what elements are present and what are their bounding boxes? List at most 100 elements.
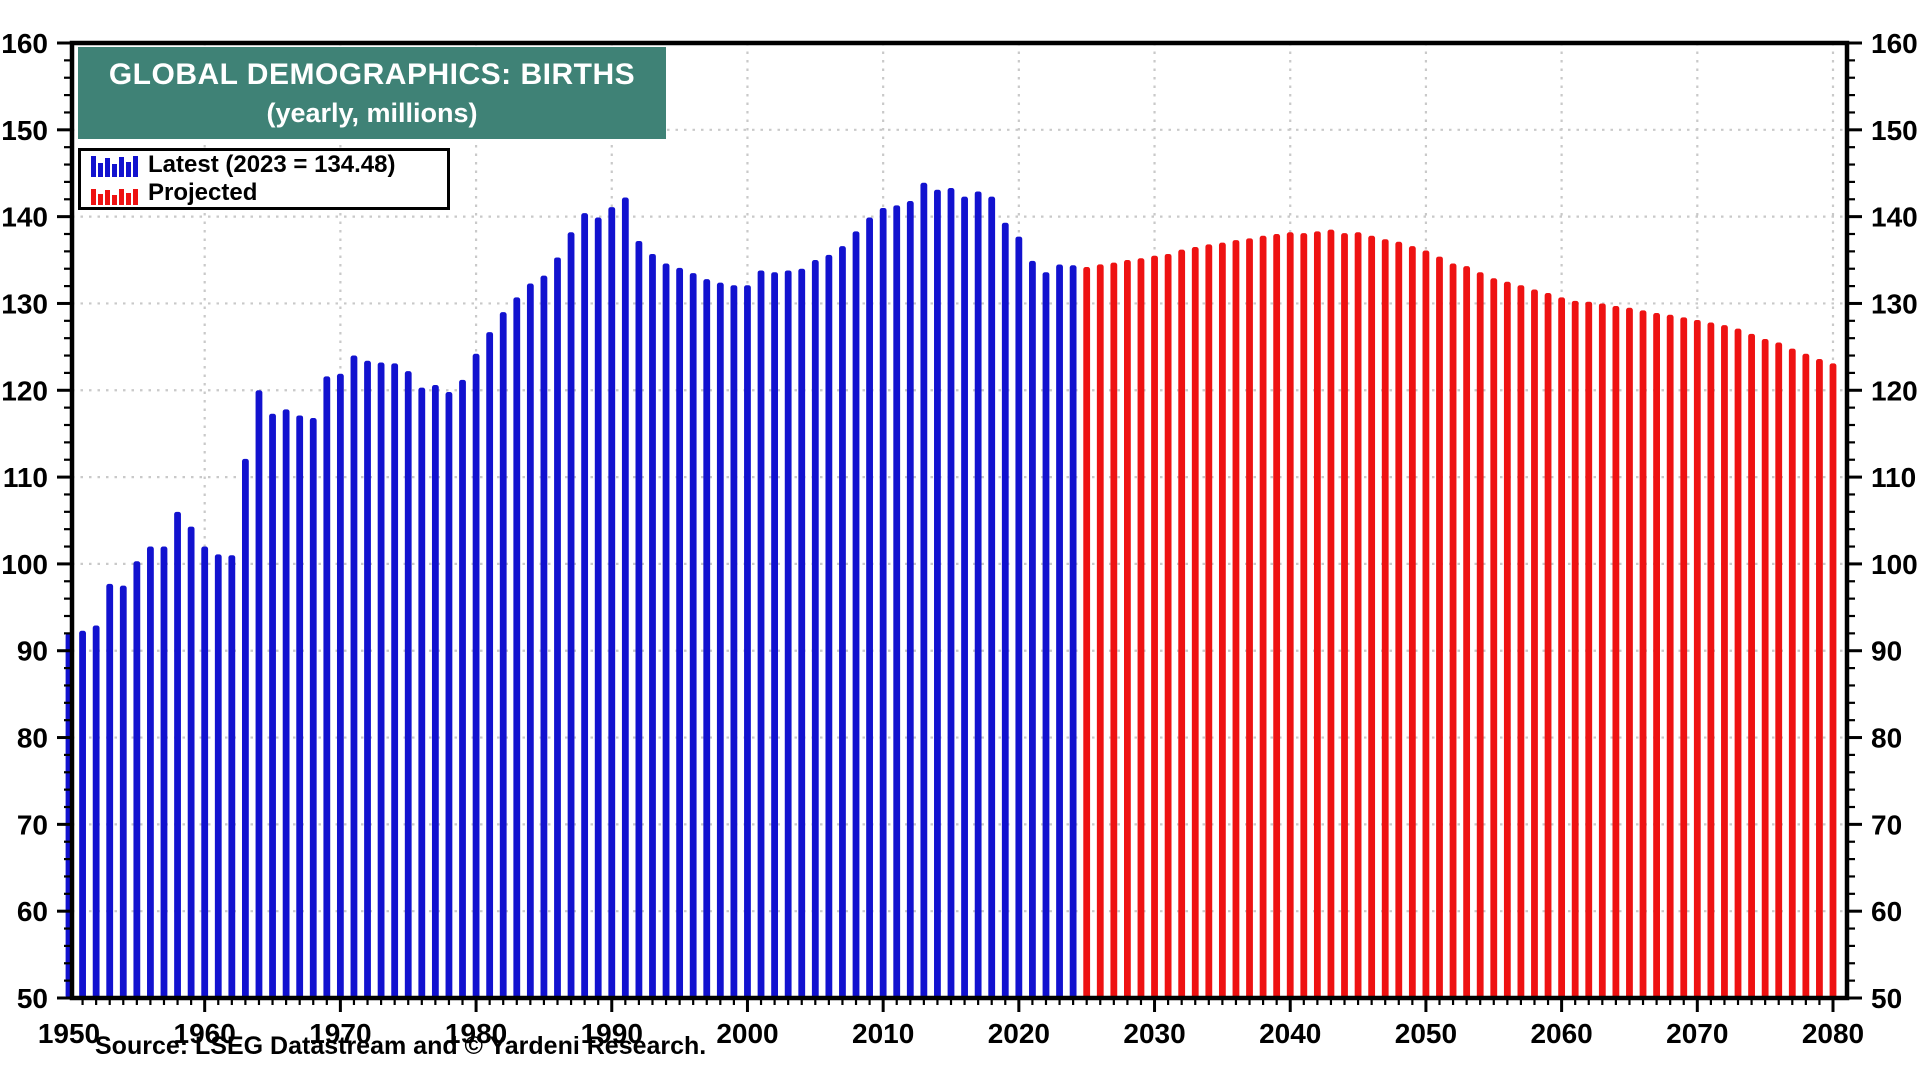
bar-2011	[893, 205, 901, 999]
y-axis-label-right: 110	[1871, 462, 1916, 493]
bar-2051	[1436, 256, 1443, 998]
bar-1951	[79, 630, 86, 998]
bar-2055	[1490, 278, 1498, 998]
bar-2061	[1571, 300, 1579, 999]
bar-2031	[1164, 253, 1172, 999]
bar-1967	[296, 415, 304, 998]
bar-2076	[1775, 342, 1783, 998]
bar-2014	[934, 189, 941, 999]
y-axis-label-left: 60	[17, 896, 48, 927]
chart-title: GLOBAL DEMOGRAPHICS: BIRTHS	[108, 57, 636, 91]
legend-row-projected: Projected	[89, 180, 447, 206]
legend-label-latest: Latest (2023 = 134.48)	[148, 151, 396, 179]
bar-2023	[1056, 264, 1063, 998]
bar-1960	[201, 546, 209, 998]
bar-2074	[1748, 333, 1755, 999]
bar-2040	[1286, 232, 1294, 998]
bar-1972	[364, 360, 371, 998]
bar-1954	[119, 585, 127, 998]
bar-1983	[513, 297, 521, 998]
bar-2032	[1178, 249, 1186, 998]
bar-2062	[1585, 301, 1593, 999]
bar-2072	[1721, 325, 1728, 998]
bar-2079	[1816, 359, 1823, 998]
bar-2020	[1015, 236, 1023, 999]
bar-2080	[1829, 363, 1837, 998]
y-axis-label-right: 70	[1871, 809, 1902, 840]
bar-2015	[947, 187, 955, 999]
x-axis-label: 1990	[581, 1018, 643, 1049]
bar-2041	[1300, 233, 1308, 998]
bar-2005	[811, 260, 819, 998]
y-axis-label-left: 120	[1, 375, 48, 406]
bar-2002	[771, 272, 778, 998]
bar-1962	[228, 555, 236, 998]
y-axis-label-right: 140	[1871, 202, 1918, 233]
bar-2071	[1707, 322, 1715, 998]
y-axis-label-left: 140	[1, 202, 48, 233]
y-axis-label-left: 130	[1, 288, 48, 319]
bar-2044	[1341, 233, 1348, 998]
bar-2004	[798, 268, 806, 999]
bar-2048	[1395, 241, 1403, 998]
bar-1997	[703, 279, 711, 998]
x-axis-label: 2000	[716, 1018, 778, 1049]
bar-1999	[730, 285, 738, 999]
bar-2006	[825, 254, 833, 999]
bar-1991	[621, 197, 629, 999]
bar-2077	[1788, 348, 1796, 999]
y-axis-label-left: 80	[17, 723, 48, 754]
bar-1965	[269, 413, 276, 999]
bar-1980	[472, 353, 480, 998]
bar-2017	[974, 191, 982, 998]
bar-2037	[1246, 238, 1253, 999]
y-axis-label-right: 90	[1871, 636, 1902, 667]
bar-2019	[1001, 222, 1009, 998]
bar-2016	[961, 196, 968, 999]
axes-frame-layer	[57, 40, 1862, 1012]
x-axis-label: 2070	[1666, 1018, 1728, 1049]
bar-2073	[1734, 328, 1742, 998]
chart-subtitle: (yearly, millions)	[266, 97, 478, 128]
bar-1993	[649, 253, 656, 999]
y-axis-label-left: 70	[17, 809, 48, 840]
y-axis-label-right: 150	[1871, 115, 1918, 146]
bar-2028	[1124, 260, 1131, 998]
bar-2068	[1666, 314, 1674, 998]
bar-1981	[486, 332, 494, 999]
y-axis-label-right: 80	[1871, 723, 1902, 754]
bar-1959	[187, 526, 195, 998]
axis-labels-layer: 50 50 60 60 70 70 80 80 90 90 100 100 110 110 120 120 13…	[1, 28, 1917, 1049]
bar-1956	[147, 546, 154, 998]
y-axis-label-right: 60	[1871, 896, 1902, 927]
bar-1970	[336, 373, 344, 998]
bar-2070	[1693, 319, 1701, 998]
bar-1957	[160, 546, 168, 998]
bar-2043	[1327, 229, 1335, 998]
plot-frame	[69, 40, 1850, 1001]
bar-2045	[1354, 232, 1362, 998]
bar-1995	[676, 267, 684, 998]
bar-2064	[1612, 306, 1620, 998]
bar-1992	[635, 240, 643, 998]
legend-row-latest: Latest (2023 = 134.48)	[89, 152, 447, 178]
bar-1974	[391, 363, 399, 998]
bar-2067	[1653, 313, 1660, 998]
mini-bars-blue-icon	[91, 156, 138, 178]
bar-2001	[757, 270, 765, 999]
bar-1990	[608, 207, 616, 999]
bar-2060	[1558, 297, 1566, 998]
bar-2022	[1042, 272, 1050, 998]
x-axis-label: 2010	[852, 1018, 914, 1049]
bar-2049	[1408, 246, 1416, 998]
bar-1988	[581, 213, 589, 998]
bar-2039	[1273, 234, 1281, 998]
bar-2009	[866, 217, 873, 998]
bar-2066	[1639, 310, 1647, 998]
bar-2012	[906, 201, 914, 998]
x-axis-label: 2020	[988, 1018, 1050, 1049]
legend-label-projected: Projected	[148, 178, 258, 206]
bar-2029	[1137, 258, 1145, 998]
bar-2010	[879, 207, 887, 998]
